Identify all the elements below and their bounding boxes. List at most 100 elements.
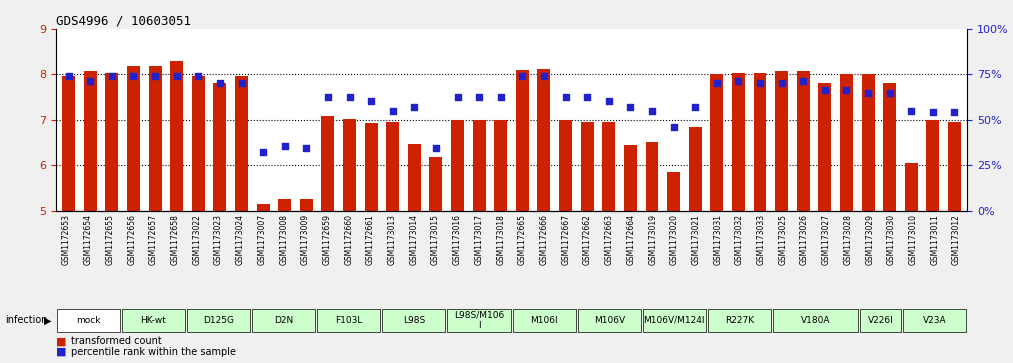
- Text: GSM1172666: GSM1172666: [540, 214, 549, 265]
- Bar: [321, 116, 334, 211]
- Point: [881, 90, 898, 95]
- Bar: [214, 83, 226, 211]
- Point: [277, 143, 293, 149]
- Text: GSM1173010: GSM1173010: [909, 214, 918, 265]
- Point: [536, 73, 552, 79]
- Bar: [732, 73, 745, 211]
- Bar: [256, 204, 269, 211]
- Text: GSM1173018: GSM1173018: [496, 214, 505, 265]
- Text: GSM1173013: GSM1173013: [388, 214, 397, 265]
- Bar: [624, 145, 637, 211]
- Text: V226I: V226I: [868, 316, 893, 325]
- Text: GSM1172661: GSM1172661: [366, 214, 375, 265]
- Text: M106V: M106V: [594, 316, 625, 325]
- Text: GSM1173031: GSM1173031: [713, 214, 722, 265]
- Text: infection: infection: [5, 315, 48, 325]
- Bar: [105, 73, 119, 211]
- Point: [515, 73, 531, 79]
- Text: GSM1172653: GSM1172653: [62, 214, 71, 265]
- Point: [709, 79, 725, 85]
- Bar: [754, 73, 767, 211]
- Point: [795, 78, 811, 84]
- Point: [946, 109, 962, 115]
- Text: GSM1173007: GSM1173007: [257, 214, 266, 265]
- Text: GSM1173019: GSM1173019: [648, 214, 657, 265]
- Bar: [235, 76, 248, 211]
- Bar: [516, 70, 529, 211]
- Bar: [170, 61, 183, 211]
- Bar: [451, 120, 464, 211]
- Text: GSM1173020: GSM1173020: [670, 214, 679, 265]
- Text: M106I: M106I: [531, 316, 558, 325]
- Point: [320, 94, 336, 100]
- Text: ■: ■: [56, 336, 66, 346]
- Text: HK-wt: HK-wt: [141, 316, 166, 325]
- Text: GSM1173022: GSM1173022: [192, 214, 202, 265]
- Bar: [775, 71, 788, 211]
- Text: GSM1172659: GSM1172659: [322, 214, 331, 265]
- Bar: [343, 119, 356, 211]
- Text: D2N: D2N: [274, 316, 294, 325]
- Text: L98S/M106
I: L98S/M106 I: [454, 311, 504, 330]
- Bar: [926, 120, 939, 211]
- Text: GSM1173009: GSM1173009: [301, 214, 310, 265]
- Point: [666, 124, 682, 130]
- Point: [839, 87, 855, 93]
- Bar: [473, 120, 485, 211]
- Bar: [580, 122, 594, 211]
- Bar: [538, 69, 550, 211]
- Bar: [905, 163, 918, 211]
- Text: GSM1172664: GSM1172664: [626, 214, 635, 265]
- Point: [233, 79, 249, 85]
- Bar: [127, 66, 140, 211]
- Text: ■: ■: [56, 347, 66, 357]
- Text: GDS4996 / 10603051: GDS4996 / 10603051: [56, 15, 190, 28]
- Text: transformed count: transformed count: [71, 336, 162, 346]
- Bar: [365, 122, 378, 211]
- Text: F103L: F103L: [335, 316, 363, 325]
- Text: GSM1173032: GSM1173032: [735, 214, 744, 265]
- Bar: [149, 66, 162, 211]
- Text: R227K: R227K: [725, 316, 754, 325]
- Point: [298, 145, 314, 151]
- Text: GSM1173015: GSM1173015: [432, 214, 440, 265]
- Text: GSM1173026: GSM1173026: [800, 214, 809, 265]
- Text: GSM1172654: GSM1172654: [84, 214, 93, 265]
- Point: [168, 73, 184, 79]
- Point: [557, 94, 573, 100]
- Text: GSM1172658: GSM1172658: [170, 214, 179, 265]
- Bar: [668, 172, 680, 211]
- Text: GSM1173025: GSM1173025: [778, 214, 787, 265]
- Point: [601, 98, 617, 104]
- Point: [255, 150, 271, 155]
- Point: [147, 73, 163, 79]
- Text: GSM1173008: GSM1173008: [280, 214, 288, 265]
- Point: [687, 104, 703, 110]
- Bar: [819, 82, 832, 211]
- Point: [341, 94, 358, 100]
- Text: GSM1172660: GSM1172660: [344, 214, 354, 265]
- Text: GSM1172665: GSM1172665: [518, 214, 527, 265]
- Text: ▶: ▶: [44, 315, 51, 325]
- Text: GSM1173027: GSM1173027: [822, 214, 831, 265]
- Bar: [861, 74, 874, 211]
- Bar: [689, 127, 702, 211]
- Text: GSM1172663: GSM1172663: [605, 214, 614, 265]
- Point: [363, 98, 379, 104]
- Text: L98S: L98S: [403, 316, 425, 325]
- Text: GSM1172657: GSM1172657: [149, 214, 158, 265]
- Bar: [386, 122, 399, 211]
- Bar: [279, 199, 291, 211]
- Point: [904, 108, 920, 114]
- Text: V23A: V23A: [923, 316, 947, 325]
- Bar: [603, 122, 615, 211]
- Point: [450, 94, 466, 100]
- Point: [427, 145, 444, 151]
- Point: [385, 108, 401, 114]
- Text: GSM1173012: GSM1173012: [952, 214, 961, 265]
- Text: GSM1172656: GSM1172656: [128, 214, 136, 265]
- Point: [860, 90, 876, 95]
- Point: [492, 94, 509, 100]
- Bar: [710, 74, 723, 211]
- Point: [622, 104, 638, 110]
